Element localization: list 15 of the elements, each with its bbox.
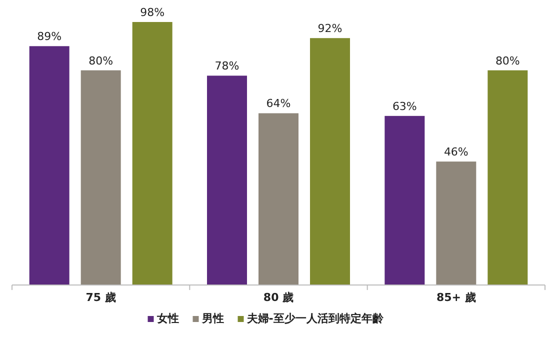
data-label: 98% [140, 6, 165, 19]
x-tick-label: 80 歲 [263, 291, 294, 304]
x-tick-label: 75 歲 [86, 291, 116, 304]
data-label: 63% [392, 100, 417, 113]
data-label: 89% [37, 30, 62, 44]
x-tick-label: 85+ 歲 [436, 291, 476, 304]
data-label: 80% [495, 54, 520, 68]
legend-label: 女性 [156, 312, 179, 325]
data-label: 92% [318, 22, 342, 36]
data-label: 46% [444, 146, 468, 159]
data-label: 78% [214, 60, 240, 73]
data-label: 80% [88, 54, 114, 68]
data-label: 64% [266, 97, 291, 110]
legend-label: 夫婦-至少一人活到特定年齡 [246, 312, 384, 325]
legend-label: 男性 [200, 312, 224, 325]
